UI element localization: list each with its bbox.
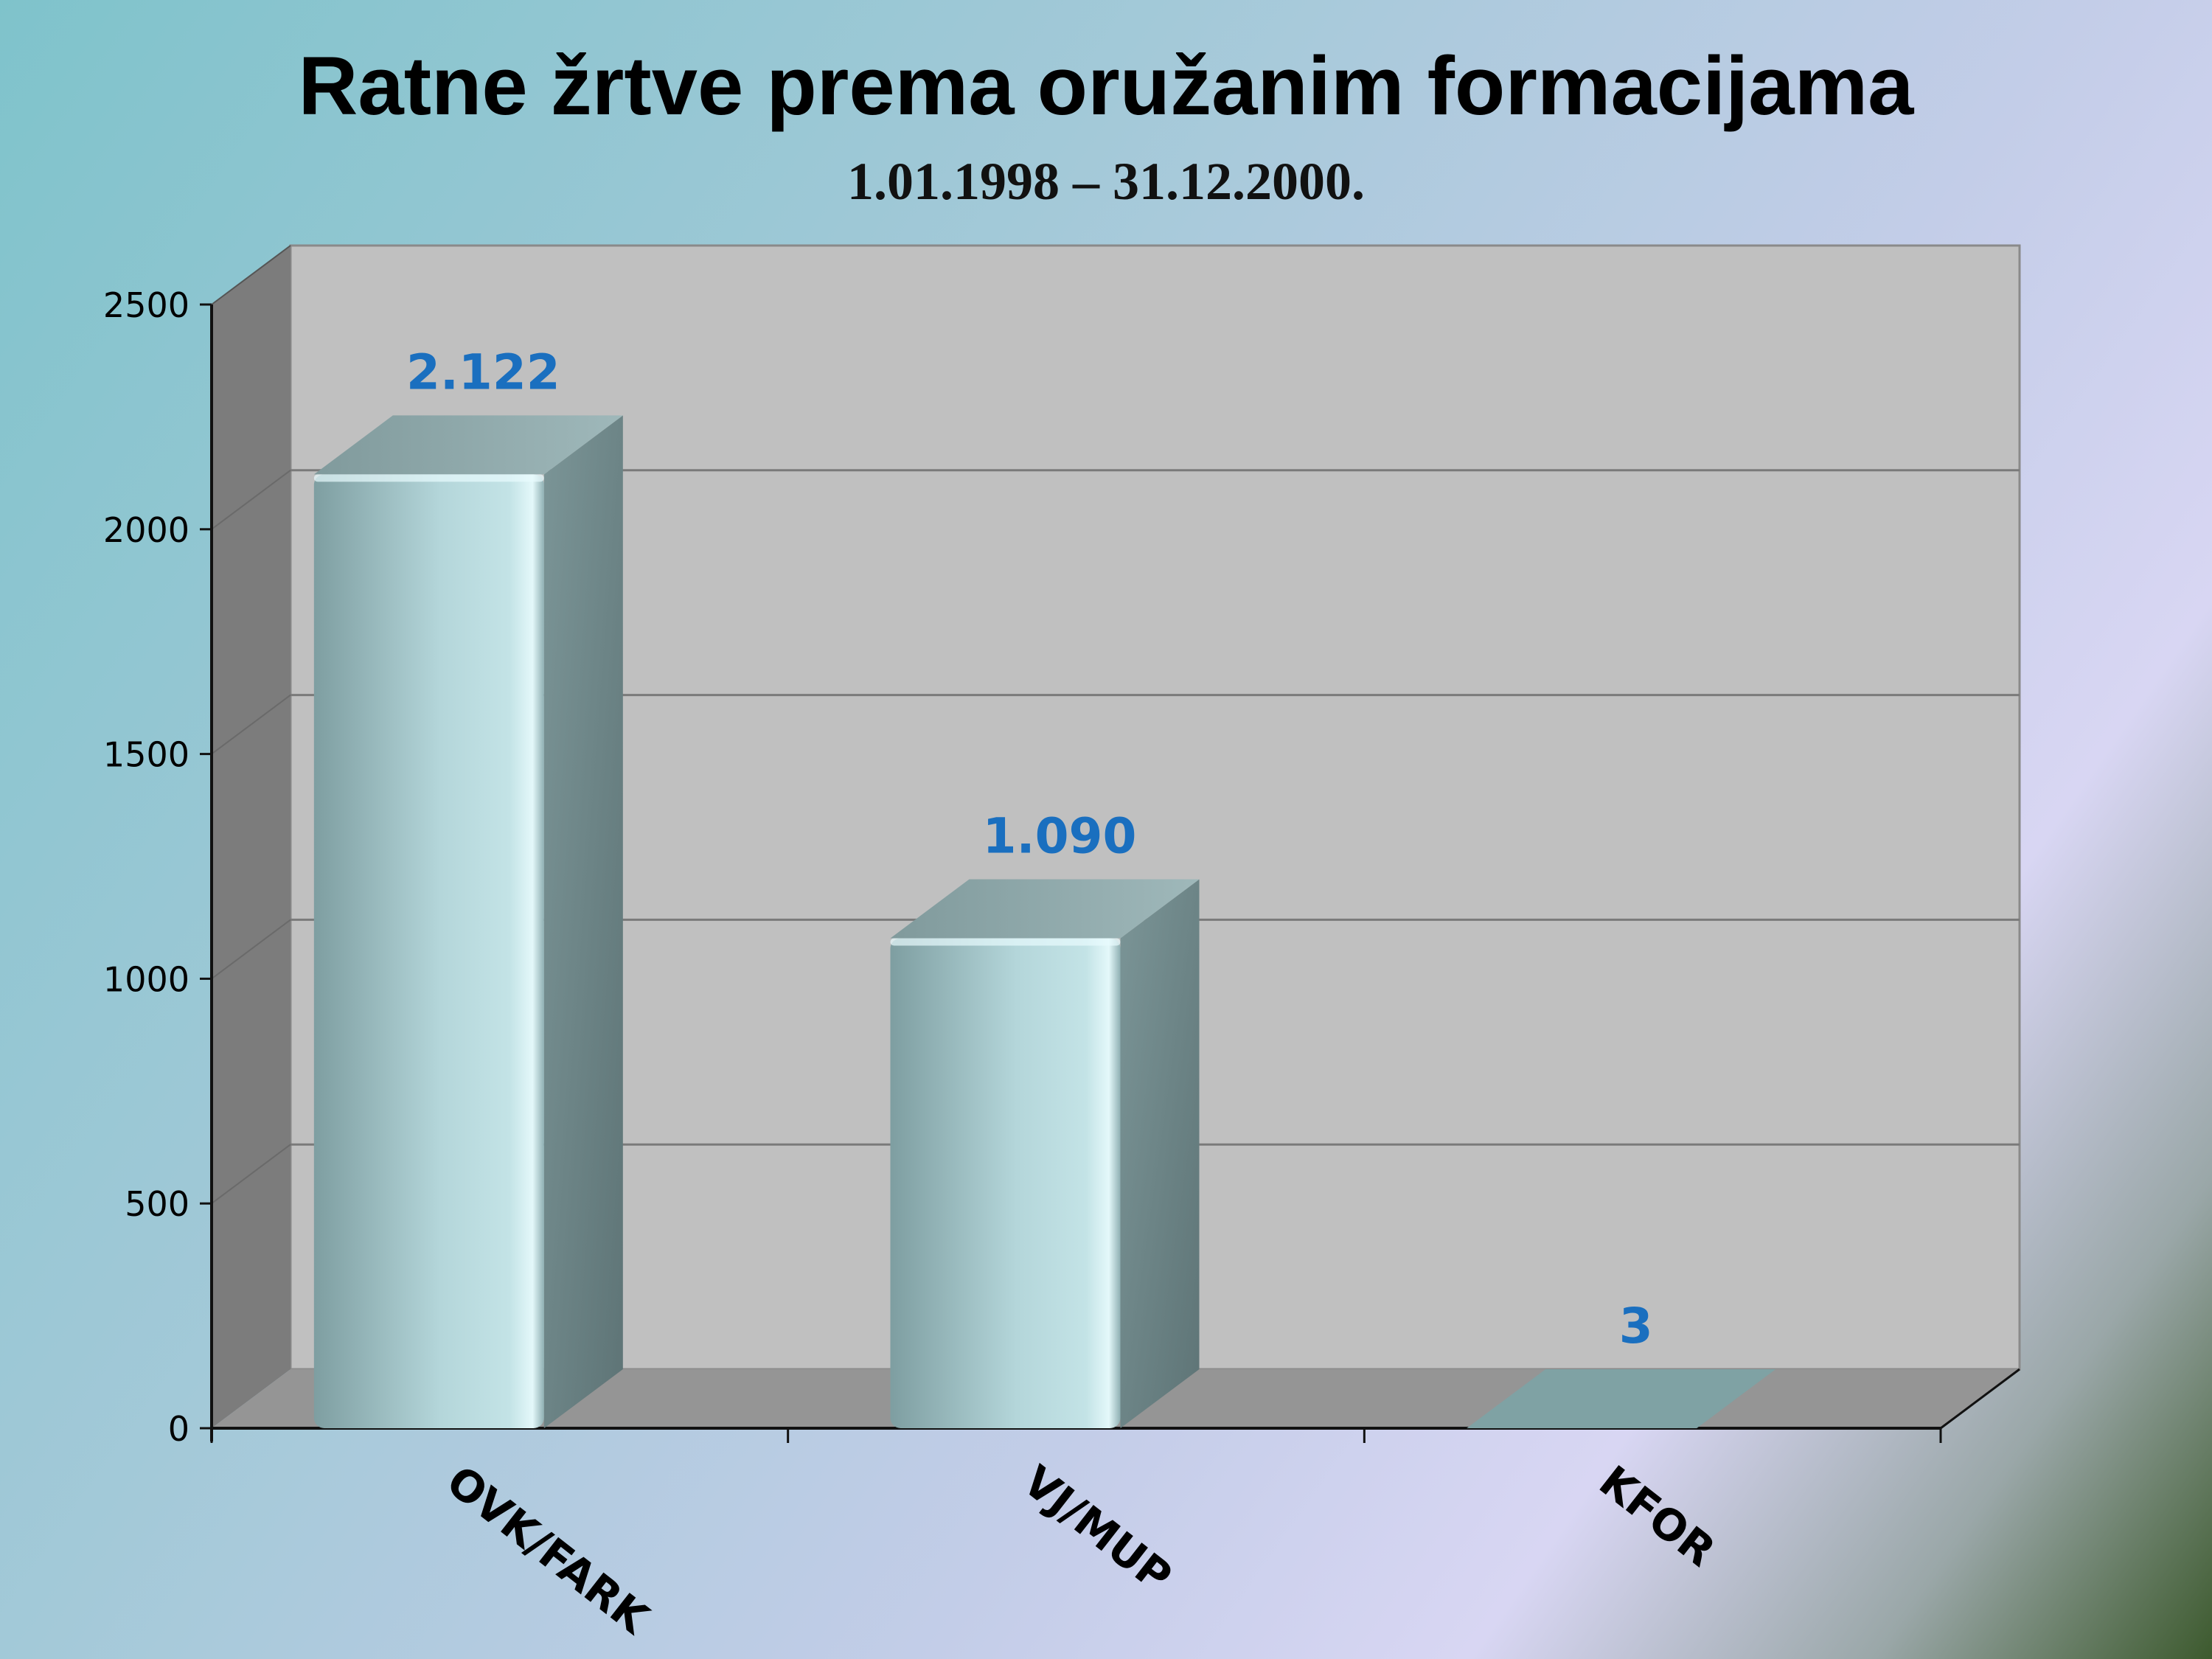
chart-title: Ratne žrtve prema oružanim formacijama — [298, 40, 1914, 132]
data-label: 3 — [1619, 1298, 1653, 1354]
y-tick-label: 1000 — [103, 959, 189, 999]
y-tick-label: 500 — [125, 1184, 189, 1224]
bar-side — [1120, 879, 1200, 1428]
y-tick-label: 1500 — [103, 735, 189, 775]
bar-highlight — [890, 938, 1121, 946]
bar-front — [890, 938, 1121, 1428]
chart-side-wall — [212, 246, 291, 1428]
x-tick-label: KFOR — [1590, 1455, 1725, 1576]
data-label: 1.090 — [983, 808, 1137, 865]
floor-edge — [1940, 1368, 2020, 1430]
x-tick-label: VJ/MUP — [1014, 1455, 1181, 1601]
bar-side — [543, 415, 623, 1429]
chart-subtitle: 1.01.1998 – 31.12.2000. — [847, 152, 1365, 211]
bar-front — [313, 474, 544, 1429]
bar-kfor — [1467, 1369, 1776, 1428]
gridline-side — [211, 919, 291, 980]
bar-ovk-fark — [313, 415, 623, 1429]
gridline-side — [211, 1144, 291, 1205]
y-tick-label: 0 — [168, 1409, 189, 1449]
data-label: 2.122 — [406, 344, 560, 400]
bar-vj-mup — [890, 879, 1200, 1428]
y-tick-label: 2000 — [103, 510, 189, 550]
bar-top — [890, 879, 1200, 939]
y-tick-label: 2500 — [103, 285, 189, 325]
gridline-side — [211, 694, 291, 755]
bar-top — [313, 415, 623, 475]
bar-top — [1467, 1369, 1776, 1428]
side-wall-top — [211, 245, 291, 305]
x-tick-label: OVK/FARK — [437, 1455, 659, 1644]
gridline-side — [211, 469, 291, 530]
bar-highlight — [313, 474, 544, 482]
